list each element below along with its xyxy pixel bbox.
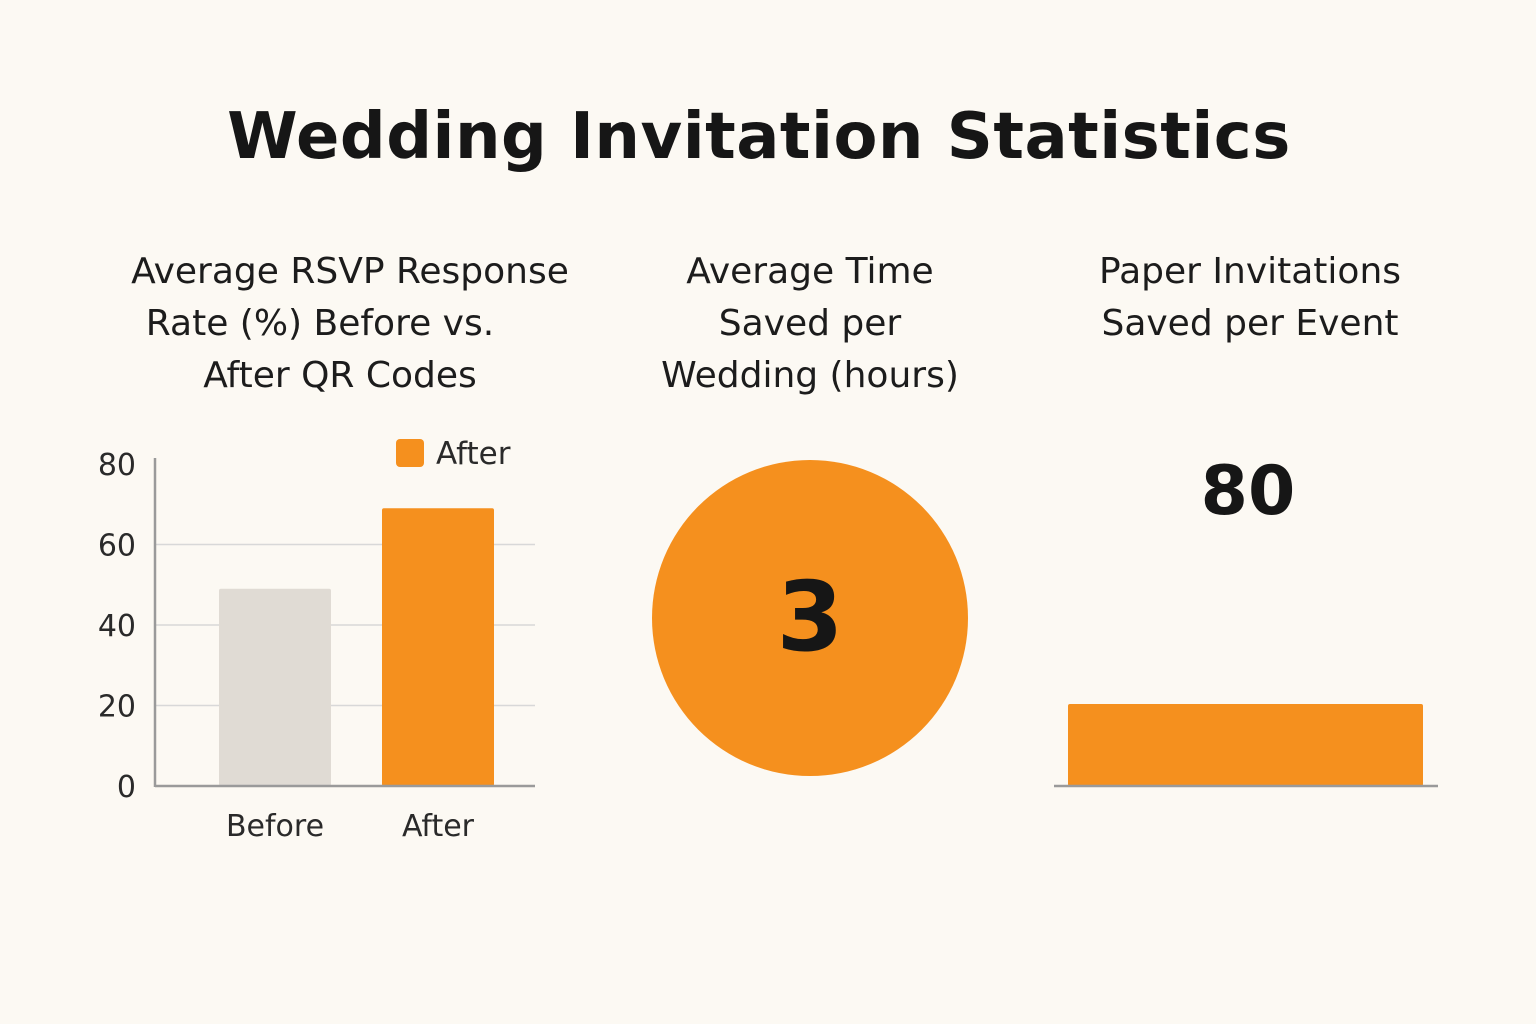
rsvp-title-line-1: Average RSVP Response (131, 251, 569, 292)
legend-swatch (396, 439, 424, 467)
paper-saved-bar (1068, 704, 1423, 786)
time-title-line-3: Wedding (hours) (661, 355, 959, 396)
pie-slice (652, 460, 968, 776)
y-tick-label: 40 (98, 609, 136, 644)
y-tick-label: 60 (98, 529, 136, 564)
time-title-line-2: Saved per (718, 303, 902, 344)
x-category-label: Before (226, 809, 324, 844)
time-saved-value: 3 (777, 561, 844, 673)
paper-title-line-1: Paper Invitations (1098, 251, 1402, 292)
paper-saved-value: 80 (1201, 452, 1296, 531)
rsvp-bar-chart: 0 20 40 60 80 Before After After (98, 436, 535, 844)
bar-before (219, 588, 331, 786)
time-title-line-1: Average Time (686, 251, 934, 292)
y-tick-label: 80 (98, 448, 136, 483)
time-saved-circle-chart: 3 (652, 460, 968, 776)
paper-title-line-2: Saved per Event (1101, 303, 1399, 344)
y-tick-label: 20 (98, 690, 136, 725)
paper-saved-bar-chart: 80 (1054, 452, 1438, 788)
paper-saved-title: Paper Invitations Saved per Event (1050, 246, 1450, 350)
rsvp-title-line-2: Rate (%) Before vs. (145, 303, 495, 344)
rsvp-chart-title: Average RSVP Response Rate (%) Before vs… (110, 246, 590, 402)
y-tick-label: 0 (117, 770, 136, 805)
rsvp-title-line-3: After QR Codes (203, 355, 477, 396)
bar-after (382, 508, 494, 786)
legend-label: After (436, 436, 511, 472)
x-category-label: After (402, 809, 475, 844)
page-title: Wedding Invitation Statistics (227, 100, 1291, 174)
time-saved-title: Average Time Saved per Wedding (hours) (620, 246, 1000, 402)
